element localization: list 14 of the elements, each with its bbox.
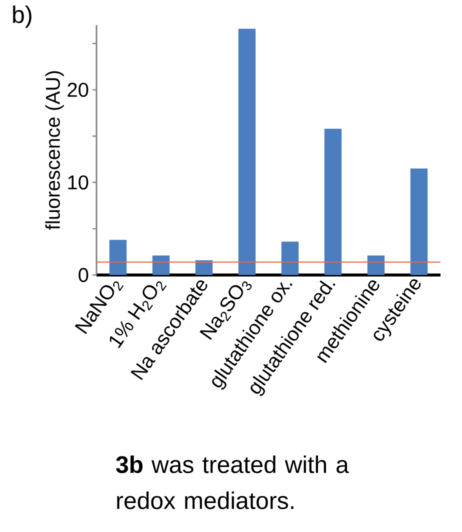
bar [367, 256, 385, 276]
bar [324, 128, 342, 276]
y-tick-label: 20 [68, 82, 88, 97]
bar [109, 240, 127, 276]
bar [152, 256, 170, 276]
y-tick-label: 0 [78, 268, 88, 282]
y-axis-title: fluorescence (AU) [45, 71, 64, 230]
bar [238, 28, 256, 276]
y-tick-label: 10 [68, 175, 88, 190]
text: 3b was treated with a redox mediators. [116, 456, 349, 510]
chart-title: b) [13, 6, 32, 28]
bar [410, 168, 428, 276]
bar [281, 242, 299, 276]
bar [195, 260, 213, 276]
